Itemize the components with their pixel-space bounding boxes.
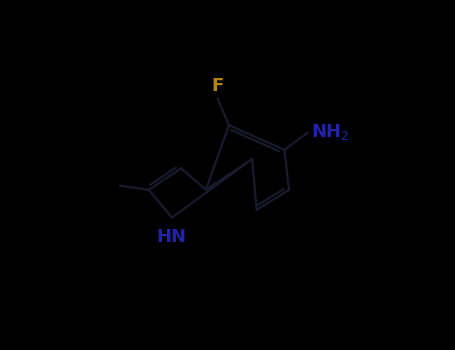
Text: NH$_2$: NH$_2$ [311, 122, 349, 142]
Text: HN: HN [157, 228, 187, 246]
Text: F: F [211, 77, 223, 95]
